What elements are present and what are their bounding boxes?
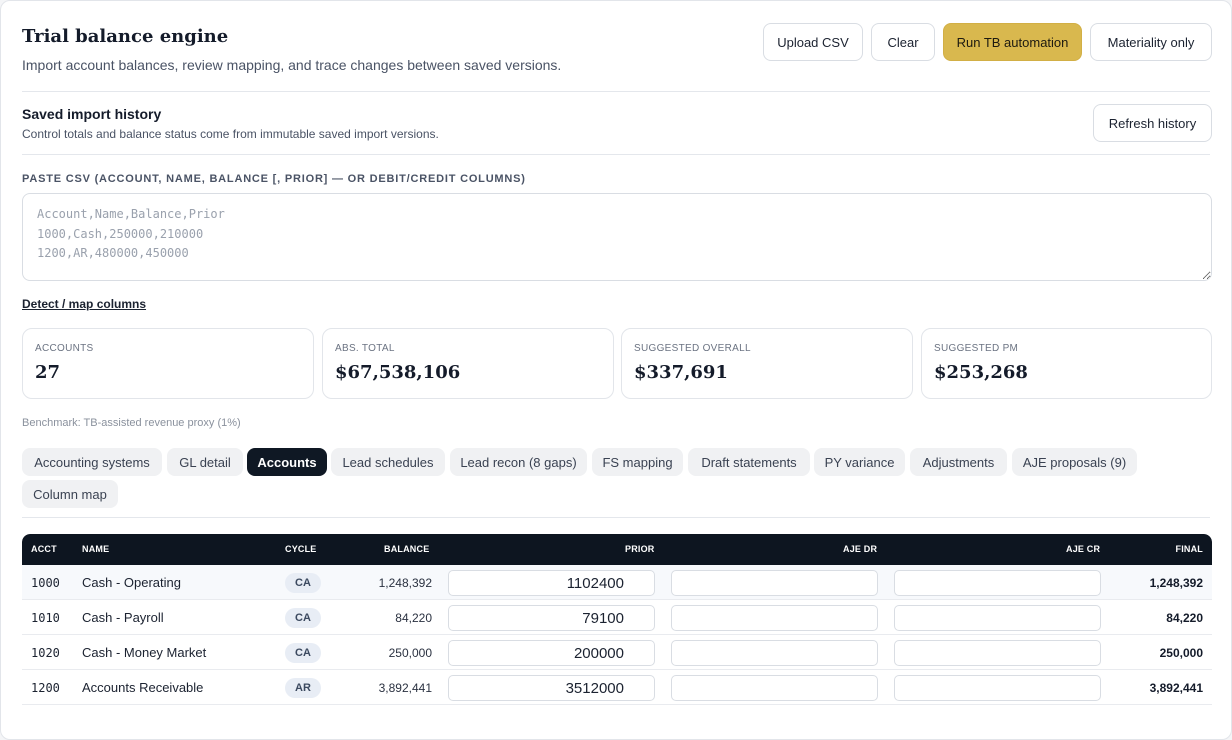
name-cell: Cash - Operating: [82, 575, 181, 590]
tab-lead-schedules[interactable]: Lead schedules: [331, 448, 445, 476]
detect-map-columns-link[interactable]: Detect / map columns: [22, 297, 147, 311]
final-cell: 84,220: [1166, 611, 1203, 625]
prior-input[interactable]: [448, 640, 655, 666]
col-balance: BALANCE: [384, 544, 430, 554]
col-acct: ACCT: [31, 544, 57, 554]
stat-suggested-pm: SUGGESTED PM $253,268: [921, 328, 1212, 399]
accounts-table: ACCT NAME CYCLE BALANCE PRIOR AJE DR AJE…: [22, 534, 1212, 734]
tab-py-variance[interactable]: PY variance: [814, 448, 905, 476]
aje-dr-input[interactable]: [671, 640, 878, 666]
refresh-history-button[interactable]: Refresh history: [1093, 104, 1212, 142]
csv-paste-textarea[interactable]: [22, 193, 1212, 281]
prior-input[interactable]: [448, 570, 655, 596]
balance-cell: 250,000: [388, 646, 432, 660]
final-cell: 1,248,392: [1149, 576, 1203, 590]
tab-accounting-systems[interactable]: Accounting systems: [22, 448, 162, 476]
aje-dr-input[interactable]: [671, 675, 878, 701]
stat-value: 27: [35, 362, 61, 383]
aje-cr-input[interactable]: [894, 570, 1101, 596]
upload-csv-button[interactable]: Upload CSV: [763, 23, 863, 61]
stat-label: ABS. TOTAL: [335, 343, 395, 354]
aje-dr-input[interactable]: [671, 605, 878, 631]
col-aje-cr: AJE CR: [1066, 544, 1101, 554]
stat-accounts: ACCOUNTS 27: [22, 328, 314, 399]
tab-draft-statements[interactable]: Draft statements: [688, 448, 810, 476]
col-aje-dr: AJE DR: [843, 544, 878, 554]
table-header: ACCT NAME CYCLE BALANCE PRIOR AJE DR AJE…: [22, 534, 1212, 565]
history-subtitle: Control totals and balance status come f…: [22, 127, 439, 141]
stat-value: $253,268: [934, 362, 1028, 383]
stat-abs-total: ABS. TOTAL $67,538,106: [322, 328, 614, 399]
tab-lead-recon[interactable]: Lead recon (8 gaps): [450, 448, 587, 476]
name-cell: Accounts Receivable: [82, 680, 204, 695]
col-cycle: CYCLE: [285, 544, 317, 554]
stat-label: ACCOUNTS: [35, 343, 94, 354]
table-row: 1020 Cash - Money Market CA 250,000 250,…: [22, 635, 1212, 670]
aje-cr-input[interactable]: [894, 605, 1101, 631]
prior-input[interactable]: [448, 675, 655, 701]
aje-dr-input[interactable]: [671, 570, 878, 596]
name-cell: Cash - Money Market: [82, 645, 207, 660]
cycle-badge: CA: [285, 608, 321, 628]
acct-cell: 1010: [31, 611, 60, 625]
cycle-badge: CA: [285, 643, 321, 663]
history-divider: [22, 154, 1210, 155]
acct-cell: 1020: [31, 646, 60, 660]
tab-accounts[interactable]: Accounts: [247, 448, 327, 476]
stat-value: $67,538,106: [335, 362, 461, 383]
materiality-only-button[interactable]: Materiality only: [1090, 23, 1212, 61]
run-tb-automation-button[interactable]: Run TB automation: [943, 23, 1082, 61]
page-title: Trial balance engine: [22, 26, 229, 47]
table-row: 1010 Cash - Payroll CA 84,220 84,220: [22, 600, 1212, 635]
stat-label: SUGGESTED PM: [934, 343, 1019, 354]
benchmark-note: Benchmark: TB-assisted revenue proxy (1%…: [22, 417, 241, 429]
stat-label: SUGGESTED OVERALL: [634, 343, 751, 354]
name-cell: Cash - Payroll: [82, 610, 164, 625]
final-cell: 250,000: [1159, 646, 1203, 660]
cycle-badge: AR: [285, 678, 321, 698]
cycle-badge: CA: [285, 573, 321, 593]
header-divider: [22, 91, 1210, 92]
col-final: FINAL: [1175, 544, 1203, 554]
tabs-divider: [22, 517, 1210, 518]
tab-adjustments[interactable]: Adjustments: [910, 448, 1007, 476]
acct-cell: 1000: [31, 576, 60, 590]
tab-column-map[interactable]: Column map: [22, 480, 118, 508]
col-name: NAME: [82, 544, 110, 554]
table-row: 1200 Accounts Receivable AR 3,892,441 3,…: [22, 670, 1212, 705]
prior-input[interactable]: [448, 605, 655, 631]
aje-cr-input[interactable]: [894, 675, 1101, 701]
page-subtitle: Import account balances, review mapping,…: [22, 57, 562, 73]
stat-value: $337,691: [634, 362, 728, 383]
tab-fs-mapping[interactable]: FS mapping: [592, 448, 683, 476]
tab-aje-proposals[interactable]: AJE proposals (9): [1012, 448, 1137, 476]
balance-cell: 3,892,441: [378, 681, 432, 695]
tab-gl-detail[interactable]: GL detail: [167, 448, 243, 476]
table-row: 1000 Cash - Operating CA 1,248,392 1,248…: [22, 565, 1212, 600]
col-prior: PRIOR: [625, 544, 655, 554]
clear-button[interactable]: Clear: [871, 23, 935, 61]
final-cell: 3,892,441: [1149, 681, 1203, 695]
acct-cell: 1200: [31, 681, 60, 695]
aje-cr-input[interactable]: [894, 640, 1101, 666]
balance-cell: 84,220: [395, 611, 432, 625]
stat-suggested-overall: SUGGESTED OVERALL $337,691: [621, 328, 913, 399]
csv-field-label: PASTE CSV (ACCOUNT, NAME, BALANCE [, PRI…: [22, 173, 526, 185]
history-title: Saved import history: [22, 106, 162, 122]
balance-cell: 1,248,392: [378, 576, 432, 590]
